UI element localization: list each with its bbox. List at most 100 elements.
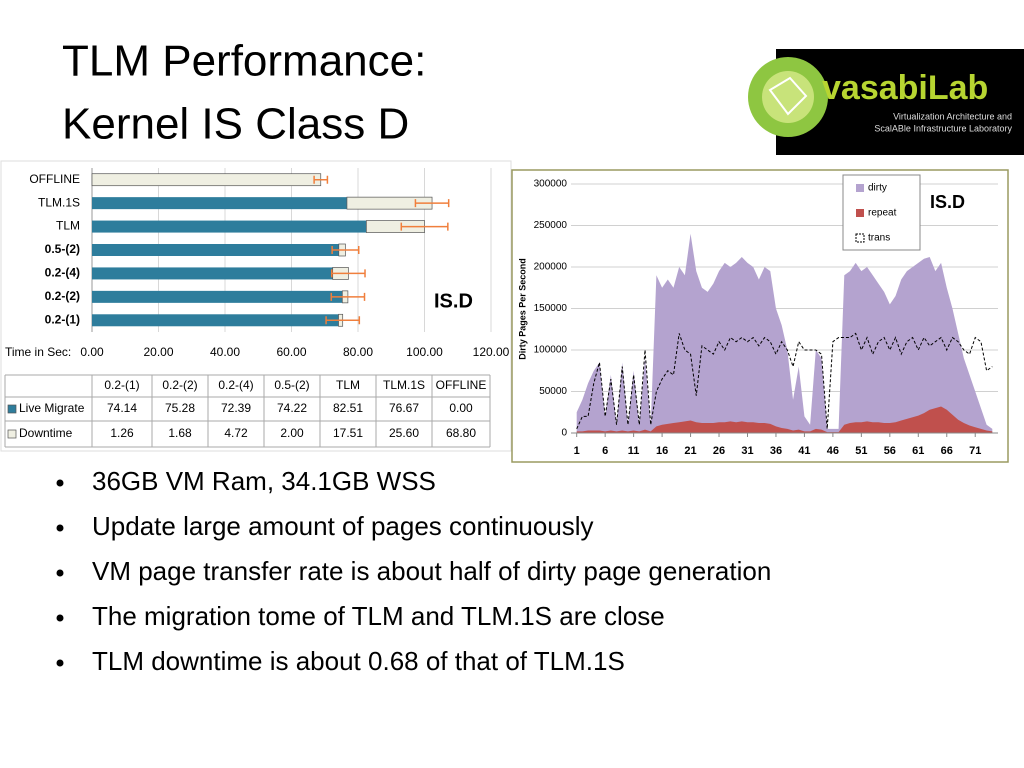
x-tick-label: 46 [827, 445, 839, 457]
y-tick-label: 0.5-(2) [45, 242, 80, 256]
bar-segment [92, 220, 367, 233]
y-axis-label: Dirty Pages Per Second [517, 258, 527, 360]
y-tick-label: 250000 [534, 220, 568, 231]
area [576, 406, 993, 433]
x-tick-label: 51 [855, 445, 867, 457]
table-cell: 4.72 [224, 426, 248, 440]
bullet-text: Update large amount of pages continuousl… [92, 511, 594, 541]
error-bar [400, 222, 449, 231]
x-tick-label: 120.00 [473, 345, 510, 359]
x-tick-label: 6 [602, 445, 608, 457]
x-tick-label: 1 [574, 445, 580, 457]
bullet-dot [56, 479, 64, 487]
table-cell: 76.67 [389, 401, 419, 415]
annotation: IS.D [930, 192, 965, 212]
table-cell: 25.60 [389, 426, 419, 440]
y-tick-label: 0.2-(2) [45, 289, 80, 303]
x-tick-label: 100.00 [406, 345, 443, 359]
table-header: 0.2-(2) [162, 378, 197, 392]
x-tick-label: 31 [741, 445, 753, 457]
bullet-text: TLM downtime is about 0.68 of that of TL… [92, 646, 625, 676]
table-cell: 82.51 [333, 401, 363, 415]
error-bar [330, 292, 366, 301]
legend-swatch [856, 209, 864, 217]
table-header: 0.2-(4) [218, 378, 253, 392]
bullet-dot [56, 569, 64, 577]
y-tick-label: OFFLINE [29, 172, 80, 186]
bullet-dot [56, 614, 64, 622]
table-cell: 17.51 [333, 426, 363, 440]
logo-name: vasabiLab [822, 69, 988, 107]
x-tick-label: 80.00 [343, 345, 373, 359]
x-tick-label: 40.00 [210, 345, 240, 359]
bullet-dot [56, 659, 64, 667]
legend-swatch [7, 404, 17, 414]
x-tick-label: 11 [628, 445, 640, 457]
table-cell: 2.00 [280, 426, 304, 440]
y-tick-label: 0 [561, 428, 567, 439]
table-header: 0.5-(2) [274, 378, 309, 392]
logo-icon [762, 71, 814, 123]
bullet-text: 36GB VM Ram, 34.1GB WSS [92, 466, 436, 496]
legend-swatch [856, 184, 864, 192]
table-header: 0.2-(1) [104, 378, 139, 392]
legend-label: Downtime [19, 426, 73, 440]
table-cell: 72.39 [221, 401, 251, 415]
bar-segment [92, 197, 347, 210]
x-tick-label: 36 [770, 445, 782, 457]
x-axis-label: Time in Sec: [5, 345, 71, 359]
legend-swatch [855, 233, 865, 243]
table-header: TLM.1S [383, 378, 425, 392]
bar-segment [92, 314, 339, 327]
table-header: TLM [336, 378, 360, 392]
bullet-dot [56, 524, 64, 532]
slide-title: Kernel IS Class D [62, 100, 409, 149]
y-tick-label: 300000 [534, 179, 568, 190]
logo-subtitle: Virtualization Architecture and [893, 111, 1012, 121]
x-tick-label: 0.00 [80, 345, 104, 359]
bullet-text: The migration tome of TLM and TLM.1S are… [92, 601, 665, 631]
bar-segment [91, 173, 322, 187]
bar-segment [92, 267, 333, 280]
x-tick-label: 56 [884, 445, 896, 457]
table-cell: 75.28 [165, 401, 195, 415]
area [576, 233, 993, 433]
x-tick-label: 20.00 [143, 345, 173, 359]
line [576, 332, 993, 430]
table-cell: 74.14 [107, 401, 137, 415]
x-tick-label: 21 [684, 445, 696, 457]
error-bar [331, 246, 360, 254]
legend-label: repeat [868, 208, 897, 219]
bar-segment [92, 290, 343, 303]
y-tick-label: 200000 [534, 262, 568, 273]
annotation: IS.D [434, 290, 473, 312]
table-cell: 0.00 [449, 401, 473, 415]
error-bar [313, 175, 329, 184]
y-tick-label: 0.2-(4) [45, 266, 80, 280]
x-tick-label: 61 [912, 445, 924, 457]
bullet-text: VM page transfer rate is about half of d… [92, 556, 771, 586]
y-tick-label: 0.2-(1) [45, 312, 80, 326]
table-cell: 74.22 [277, 401, 307, 415]
legend-label: trans [868, 233, 890, 244]
error-bar [414, 199, 450, 208]
y-tick-label: 100000 [534, 345, 568, 356]
table-cell: 1.68 [168, 426, 192, 440]
error-bar [331, 269, 366, 278]
slide-title: TLM Performance: [62, 37, 426, 86]
y-tick-label: TLM.1S [38, 195, 80, 209]
table-cell: 68.80 [446, 426, 476, 440]
logo-icon [768, 76, 808, 116]
x-tick-label: 60.00 [276, 345, 306, 359]
bar-segment [92, 244, 339, 256]
x-tick-label: 26 [713, 445, 725, 457]
bullet-list: 36GB VM Ram, 34.1GB WSS Update large amou… [56, 466, 771, 676]
logo-subtitle: ScalABle Infrastructure Laboratory [874, 123, 1012, 133]
y-tick-label: TLM [56, 219, 80, 233]
error-bar [325, 316, 361, 325]
legend-label: Live Migrate [19, 401, 85, 415]
legend-label: dirty [868, 183, 887, 194]
table-cell: 1.26 [110, 426, 134, 440]
